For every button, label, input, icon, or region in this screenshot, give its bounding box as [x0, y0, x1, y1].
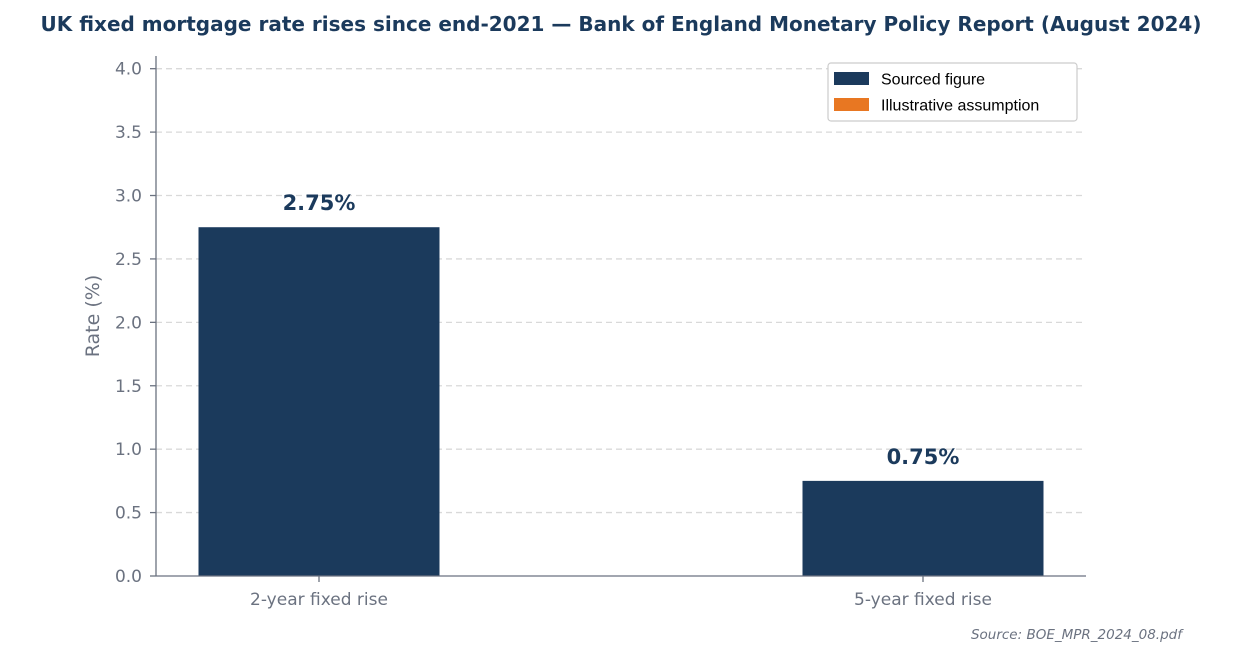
data-labels: 2.75% 0.75%: [283, 191, 960, 469]
legend-swatch-sourced: [834, 72, 869, 85]
y-tick-label: 4.0: [115, 60, 142, 80]
legend-label-sourced: Sourced figure: [881, 72, 985, 89]
legend: Sourced figure Illustrative assumption: [827, 62, 1078, 122]
y-tick-label: 1.5: [115, 377, 142, 397]
y-tick-label: 2.5: [115, 250, 142, 270]
bar-value-label: 2.75%: [283, 191, 356, 215]
y-tick-label: 1.0: [115, 440, 142, 460]
y-tick-label: 0.5: [115, 504, 142, 524]
legend-box: [827, 62, 1078, 122]
x-ticks: 2-year fixed rise 5-year fixed rise: [250, 576, 992, 610]
legend-swatch-illustrative: [834, 98, 869, 111]
bar-2: [802, 480, 1044, 576]
bar-1: [198, 227, 440, 576]
y-axis-label: Rate (%): [82, 275, 104, 358]
y-tick-label: 0.0: [115, 567, 142, 587]
x-tick-label: 2-year fixed rise: [250, 590, 388, 610]
y-tick-label: 3.5: [115, 123, 142, 143]
bars: [198, 227, 1044, 576]
x-tick-label: 5-year fixed rise: [854, 590, 992, 610]
axes: [155, 56, 1086, 577]
y-tick-label: 3.0: [115, 187, 142, 207]
y-ticks: 0.0 0.5 1.0 1.5 2.0 2.5 3.0 3.5 4.0: [115, 60, 156, 587]
bar-value-label: 0.75%: [887, 445, 960, 469]
y-tick-label: 2.0: [115, 313, 142, 333]
legend-label-illustrative: Illustrative assumption: [881, 98, 1039, 115]
source-note: Source: BOE_MPR_2024_08.pdf: [971, 627, 1184, 643]
chart-title: UK fixed mortgage rate rises since end-2…: [41, 12, 1202, 36]
